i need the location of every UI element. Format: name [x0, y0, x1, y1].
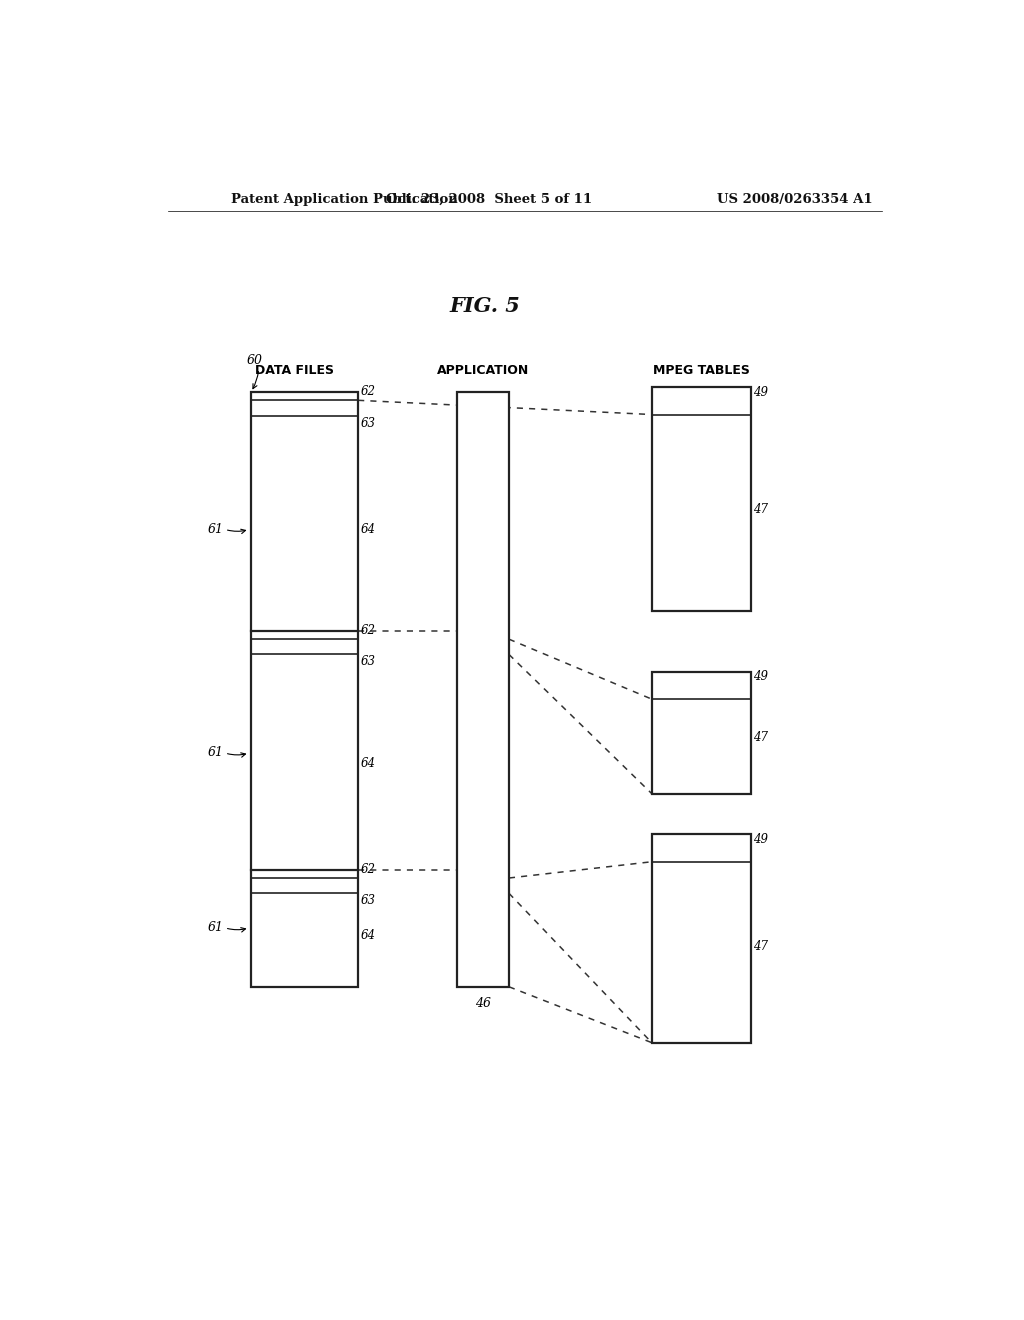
- Text: 62: 62: [360, 624, 376, 638]
- Text: MPEG TABLES: MPEG TABLES: [653, 364, 750, 378]
- Text: Patent Application Publication: Patent Application Publication: [231, 193, 458, 206]
- Text: 64: 64: [360, 523, 376, 536]
- Text: 47: 47: [754, 940, 768, 953]
- Text: 46: 46: [475, 997, 492, 1010]
- Text: 60: 60: [247, 354, 263, 367]
- Text: 63: 63: [360, 656, 376, 668]
- Text: 47: 47: [754, 731, 768, 744]
- Text: 61: 61: [207, 747, 223, 759]
- Text: 62: 62: [360, 863, 376, 876]
- Text: 49: 49: [754, 833, 768, 846]
- Text: 49: 49: [754, 671, 768, 684]
- Text: 63: 63: [360, 417, 376, 429]
- Bar: [652, 834, 751, 1043]
- Text: 63: 63: [360, 894, 376, 907]
- Text: 64: 64: [360, 756, 376, 770]
- Text: 61: 61: [207, 523, 223, 536]
- Text: 49: 49: [754, 385, 768, 399]
- Text: US 2008/0263354 A1: US 2008/0263354 A1: [717, 193, 872, 206]
- Text: FIG. 5: FIG. 5: [450, 296, 520, 315]
- Bar: [652, 672, 751, 793]
- Text: DATA FILES: DATA FILES: [255, 364, 334, 378]
- Text: Oct. 23, 2008  Sheet 5 of 11: Oct. 23, 2008 Sheet 5 of 11: [386, 193, 592, 206]
- Text: 61: 61: [207, 921, 223, 935]
- Text: 47: 47: [754, 503, 768, 516]
- Bar: [251, 392, 358, 987]
- Text: APPLICATION: APPLICATION: [437, 364, 529, 378]
- Bar: [652, 387, 751, 611]
- Text: 64: 64: [360, 929, 376, 942]
- Text: 62: 62: [360, 385, 376, 399]
- Bar: [458, 392, 509, 987]
